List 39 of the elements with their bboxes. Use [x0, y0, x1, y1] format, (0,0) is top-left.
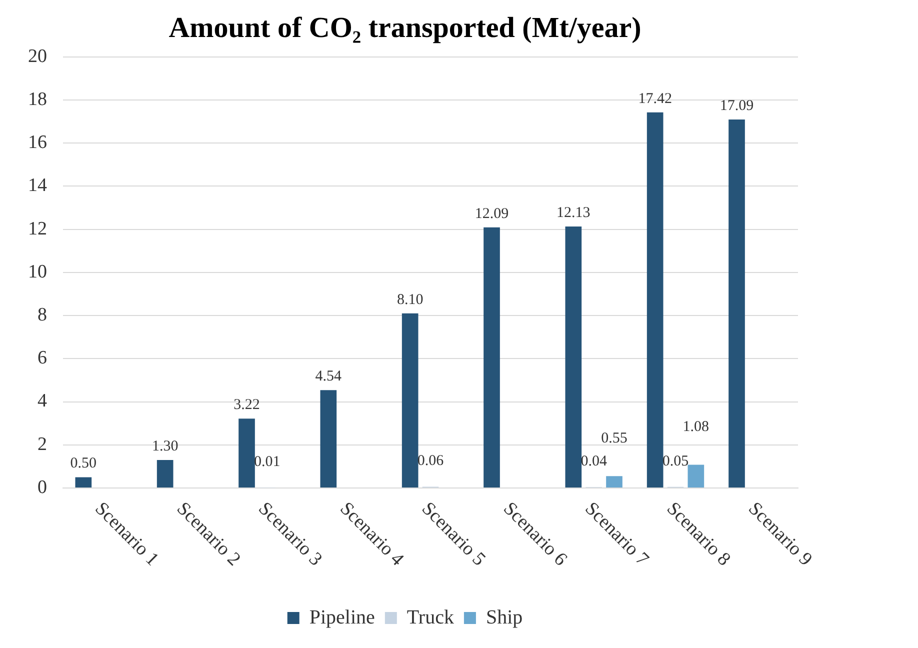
- data-label: 8.10: [396, 292, 424, 308]
- y-tick-label: 0: [38, 476, 47, 498]
- y-tick-label: 16: [28, 132, 47, 154]
- y-tick-label: 18: [28, 88, 47, 110]
- y-tick-label: 8: [38, 304, 47, 326]
- y-tick-label: 6: [38, 348, 47, 369]
- data-label: 17.42: [638, 90, 672, 107]
- data-label: 1.08: [682, 419, 710, 436]
- y-tick-label: 14: [28, 175, 48, 196]
- y-tick-label: 20: [28, 46, 47, 67]
- data-label: 0.06: [417, 453, 444, 470]
- bar: [484, 227, 500, 488]
- bar: [156, 460, 174, 488]
- bar: [606, 476, 622, 488]
- data-label: 12.09: [474, 206, 509, 222]
- y-tick-label: 12: [28, 218, 47, 240]
- y-tick-label: 10: [28, 261, 47, 282]
- data-label: 1.30: [152, 438, 178, 454]
- bar: [688, 464, 704, 488]
- y-tick-label: 2: [38, 434, 47, 455]
- bar: [646, 112, 664, 488]
- bar: [75, 477, 92, 488]
- legend-label: Truck: [406, 606, 454, 628]
- bar: [402, 313, 418, 488]
- bar: [238, 418, 255, 488]
- bar: [320, 390, 337, 488]
- legend-label: Ship: [486, 606, 523, 628]
- legend-label: Pipeline: [309, 606, 376, 628]
- data-label: 0.05: [662, 453, 689, 470]
- bar: [565, 226, 582, 488]
- data-label: 0.55: [601, 430, 628, 447]
- data-label: 4.54: [315, 368, 342, 385]
- data-label: 17.09: [720, 98, 754, 114]
- chart-title: Amount of CO₂ transported (Mt/year): [168, 12, 642, 44]
- data-label: 0.50: [70, 456, 97, 472]
- y-tick-label: 4: [38, 390, 48, 412]
- data-label: 12.13: [556, 204, 590, 221]
- bar: [728, 120, 745, 488]
- data-label: 3.22: [234, 397, 260, 414]
